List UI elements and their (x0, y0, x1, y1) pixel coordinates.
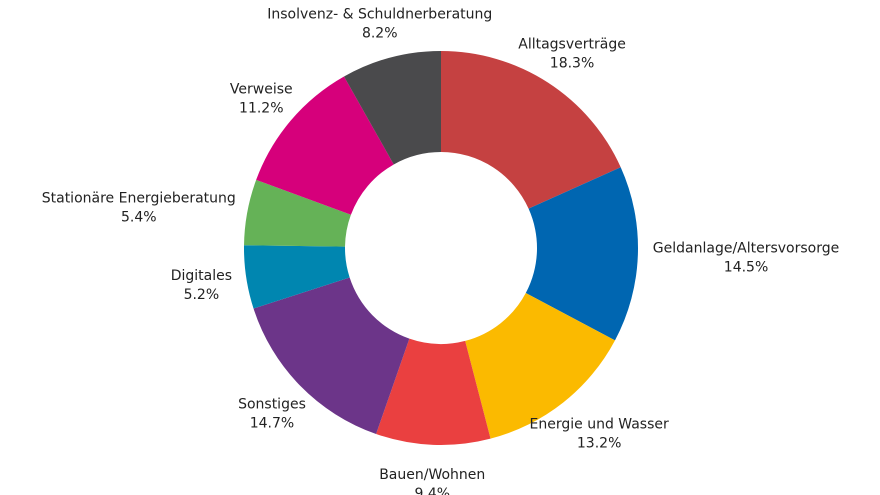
slice-label-6: Stationäre Energieberatung 5.4% (42, 190, 236, 225)
slice-label-name: Geldanlage/Altersvorsorge (653, 241, 839, 257)
slice-label-name: Energie und Wasser (530, 417, 669, 433)
slice-label-value: 14.5% (724, 260, 768, 276)
slice-5 (244, 245, 350, 309)
slice-label-name: Sonstiges (238, 397, 306, 413)
slice-4 (253, 277, 410, 434)
slice-label-1: Geldanlage/Altersvorsorge 14.5% (653, 241, 839, 276)
slice-label-name: Digitales (171, 268, 232, 284)
slice-label-name: Insolvenz- & Schuldnerberatung (267, 7, 492, 23)
slice-label-name: Verweise (230, 81, 293, 97)
slice-label-0: Alltagsverträge 18.3% (518, 37, 626, 72)
slice-label-value: 5.2% (184, 287, 220, 303)
slice-label-name: Alltagsverträge (518, 37, 626, 53)
labels: Alltagsverträge 18.3% Geldanlage/Altersvor… (42, 7, 840, 495)
slice-label-name: Stationäre Energieberatung (42, 190, 236, 206)
slice-2 (465, 293, 616, 439)
slices (244, 51, 638, 445)
slice-label-value: 13.2% (577, 436, 621, 452)
slice-label-value: 9.4% (414, 486, 450, 495)
slice-0 (441, 51, 621, 209)
slice-3 (376, 338, 491, 445)
slice-label-7: Verweise 11.2% (230, 81, 293, 116)
slice-label-name: Bauen/Wohnen (379, 467, 485, 483)
slice-label-value: 8.2% (362, 26, 398, 42)
slice-label-value: 14.7% (250, 416, 294, 432)
slice-label-3: Bauen/Wohnen 9.4% (379, 467, 485, 495)
slice-label-8: Insolvenz- & Schuldnerberatung 8.2% (267, 7, 492, 42)
slice-1 (525, 167, 638, 341)
slice-8 (344, 51, 441, 165)
slice-7 (256, 76, 394, 215)
slice-label-2: Energie und Wasser 13.2% (530, 417, 669, 452)
slice-label-value: 5.4% (121, 209, 157, 225)
slice-label-value: 18.3% (550, 56, 594, 72)
slice-label-5: Digitales 5.2% (171, 268, 232, 303)
slice-6 (244, 179, 351, 247)
slice-label-4: Sonstiges 14.7% (238, 397, 306, 432)
slice-label-value: 11.2% (239, 100, 283, 116)
